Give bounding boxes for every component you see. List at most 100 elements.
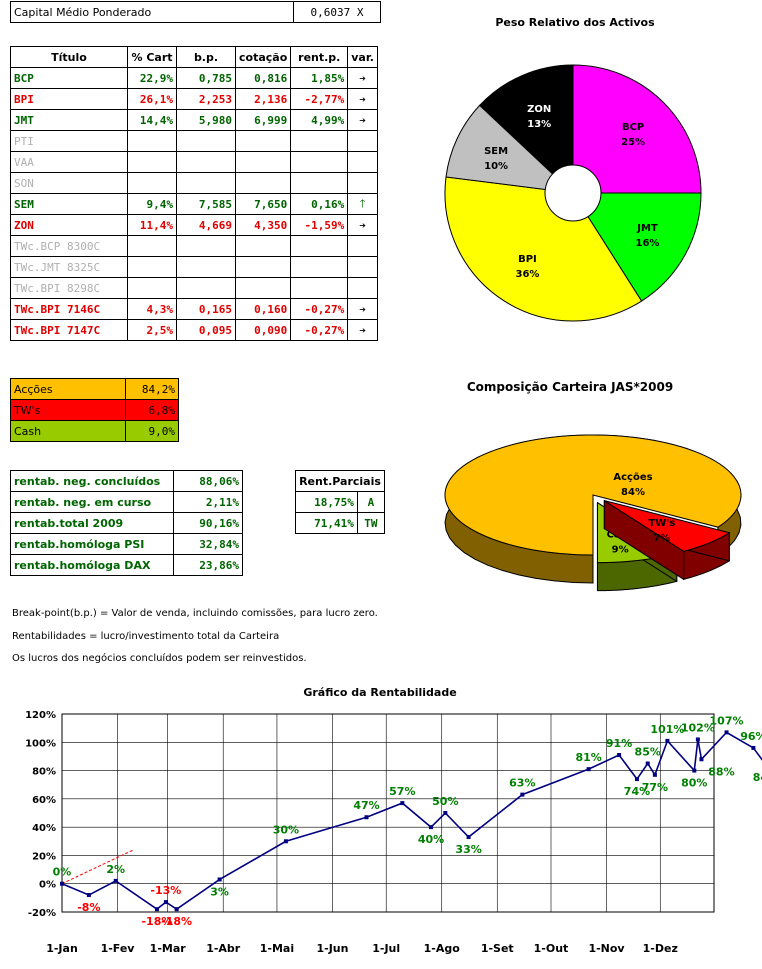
series-data-label: 80% — [681, 777, 707, 790]
pie1-slice — [445, 104, 554, 191]
series-point — [652, 772, 657, 777]
x-tick-label: 1-Jun — [316, 942, 348, 955]
asset-cart — [127, 277, 177, 299]
asset-var-icon — [347, 277, 378, 299]
trend-line — [61, 849, 134, 885]
pie1-label: ZON — [527, 104, 551, 115]
asset-cotacao — [234, 277, 292, 299]
asset-cotacao: 0,090 — [234, 319, 292, 341]
asset-cart: 2,5% — [127, 319, 177, 341]
capital-table: Capital Médio Ponderado 0,6037 X — [10, 1, 381, 23]
y-tick-label: 120% — [25, 710, 56, 721]
series-point — [60, 881, 64, 886]
rentability-label: rentab. neg. concluídos — [10, 470, 174, 492]
rentability-value: 32,84% — [173, 533, 243, 555]
asset-bp: 0,785 — [176, 67, 236, 89]
asset-bp: 0,095 — [176, 319, 236, 341]
asset-row: ZON 11,4% 4,669 4,350 -1,59% ➔ — [10, 214, 378, 236]
series-data-label: 96% — [740, 730, 762, 743]
asset-rent — [290, 235, 349, 257]
asset-rent — [290, 151, 349, 173]
y-tick-label: -20% — [28, 908, 56, 919]
series-data-label: 57% — [389, 785, 415, 798]
asset-rent: -0,27% — [290, 298, 349, 320]
rentability-value: 2,11% — [173, 491, 243, 513]
rentability-row: rentab.homóloga DAX 23,86% — [10, 554, 243, 576]
series-point — [520, 792, 525, 797]
asset-rent: 1,85% — [290, 67, 349, 89]
asset-name: TWc.JMT 8325C — [10, 256, 128, 278]
rentability-label: rentab.homóloga DAX — [10, 554, 174, 576]
assets-header-row: Título % Cart b.p. cotação rent.p. var. — [10, 46, 378, 68]
asset-bp — [176, 277, 236, 299]
asset-rent: 0,16% — [290, 193, 349, 215]
asset-cart — [127, 235, 177, 257]
capital-label: Capital Médio Ponderado — [10, 1, 294, 23]
asset-row: BPI 26,1% 2,253 2,136 -2,77% ➔ — [10, 88, 378, 110]
series-point — [645, 761, 650, 766]
pie1-label: JMT — [636, 223, 658, 234]
assets-table: Título % Cart b.p. cotação rent.p. var. … — [10, 46, 378, 341]
series-data-label: 0% — [53, 866, 72, 879]
pie2-slice — [603, 499, 731, 581]
series-point — [724, 730, 729, 735]
capital-value: 0,6037 X — [293, 1, 381, 23]
asset-var-icon: ➔ — [347, 319, 378, 341]
asset-cart — [127, 256, 177, 278]
series-data-label: 30% — [273, 823, 299, 836]
series-point — [617, 753, 622, 758]
note-rentabilidades: Rentabilidades = lucro/investimento tota… — [12, 631, 280, 642]
x-tick-label: 1-Jul — [372, 942, 400, 955]
asset-name: JMT — [10, 109, 128, 131]
pie2-value-label: 7% — [653, 533, 670, 544]
col-titulo: Título — [10, 46, 128, 68]
pie1-value-label: 16% — [636, 238, 660, 249]
pie1-label: BCP — [622, 122, 644, 133]
pie1-value-label: 13% — [527, 119, 551, 130]
rentability-row: rentab. neg. concluídos 88,06% — [10, 470, 243, 492]
rentability-row: rentab.total 2009 90,16% — [10, 512, 243, 534]
asset-cotacao — [234, 172, 292, 194]
x-tick-label: 1-Dez — [643, 942, 678, 955]
pie1-label: BPI — [518, 254, 537, 265]
asset-var-icon — [347, 151, 378, 173]
series-point — [586, 767, 591, 772]
asset-row: PTI — [10, 130, 378, 152]
asset-cart — [127, 151, 177, 173]
asset-cart — [127, 172, 177, 194]
partial-rent-value: 18,75% — [295, 491, 358, 513]
series-point — [443, 811, 448, 815]
line-chart: 120% 100% 80% 60% 40% 20% 0% -20% 1-Jan 1-Fev 1-Ma… — [25, 710, 762, 955]
pie2-value-label: 9% — [612, 544, 629, 555]
x-tick-label: 1-Set — [481, 942, 514, 955]
asset-name: SON — [10, 172, 128, 194]
series-point — [695, 737, 700, 742]
pie1-slice — [587, 192, 702, 302]
pie1-slice — [572, 64, 702, 194]
x-tick-label: 1-Jan — [46, 942, 78, 955]
asset-row: TWc.BPI 7147C 2,5% 0,095 0,090 -0,27% ➔ — [10, 319, 378, 341]
rentability-label: rentab.homóloga PSI — [10, 533, 174, 555]
asset-cart: 11,4% — [127, 214, 177, 236]
x-tick-label: 1-Mai — [260, 942, 294, 955]
series-data-label: 74% — [624, 785, 650, 798]
asset-bp: 7,585 — [176, 193, 236, 215]
series-data-label: 63% — [509, 777, 535, 790]
asset-name: VAA — [10, 151, 128, 173]
pie2-value-label: 84% — [621, 487, 645, 498]
asset-bp: 4,669 — [176, 214, 236, 236]
asset-bp — [176, 151, 236, 173]
note-breakpoint: Break-point(b.p.) = Valor de venda, incl… — [12, 608, 378, 619]
col-bp: b.p. — [176, 46, 236, 68]
y-tick-label: 60% — [32, 795, 56, 806]
asset-name: BCP — [10, 67, 128, 89]
pie1-label: SEM — [484, 146, 508, 157]
composition-value: 9,0% — [125, 420, 179, 442]
pie2-label: TW's — [648, 518, 675, 529]
x-tick-label: 1-Nov — [588, 942, 625, 955]
pie1-value-label: 10% — [484, 161, 508, 172]
asset-row: TWc.BPI 7146C 4,3% 0,165 0,160 -0,27% ➔ — [10, 298, 378, 320]
rentability-label: rentab. neg. em curso — [10, 491, 174, 513]
x-tick-label: 1-Abr — [206, 942, 241, 955]
